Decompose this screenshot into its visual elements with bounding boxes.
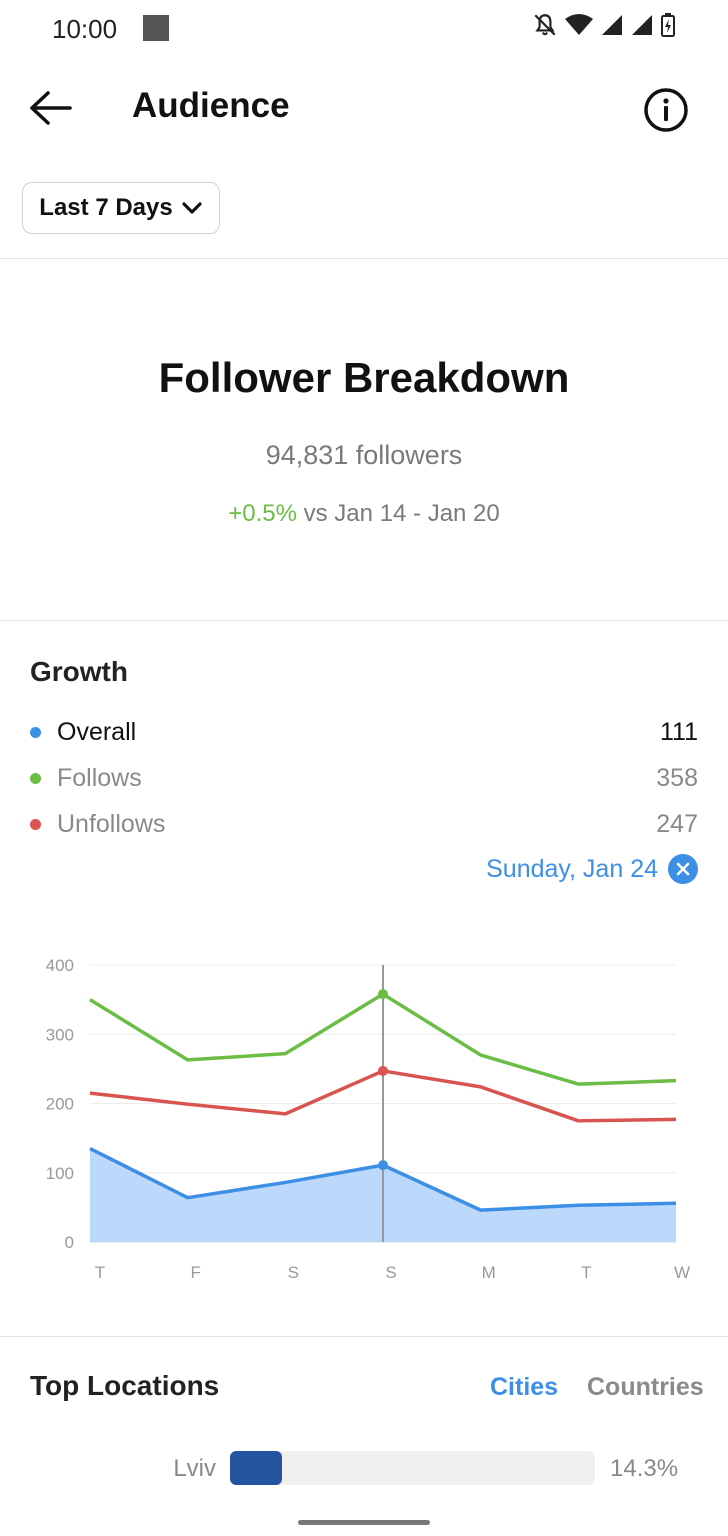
close-icon[interactable]: [668, 854, 698, 884]
x-tick-label: S: [385, 1263, 396, 1282]
x-tick-label: T: [581, 1263, 591, 1282]
change-percent: +0.5%: [228, 500, 297, 527]
divider: [0, 620, 728, 621]
legend-label: Unfollows: [57, 809, 166, 838]
signal-icon: [602, 15, 622, 35]
x-tick-label: F: [190, 1263, 200, 1282]
date-range-dropdown[interactable]: Last 7 Days: [22, 182, 220, 234]
legend-item-overall[interactable]: Overall 111: [30, 714, 698, 750]
y-tick-label: 100: [46, 1164, 74, 1183]
legend-item-follows[interactable]: Follows 358: [30, 760, 698, 796]
y-tick-label: 0: [65, 1233, 74, 1252]
wifi-icon: [565, 14, 593, 35]
location-percent: 14.3%: [610, 1455, 679, 1482]
top-locations-title: Top Locations: [30, 1370, 220, 1401]
selected-date-chip[interactable]: Sunday, Jan 24: [486, 854, 698, 884]
tab-cities[interactable]: Cities: [490, 1373, 559, 1401]
legend-item-unfollows[interactable]: Unfollows 247: [30, 806, 698, 842]
legend-value: 358: [656, 763, 698, 792]
data-point-unfollows: [378, 1065, 388, 1076]
date-range-label: Last 7 Days: [39, 194, 173, 221]
location-bar: [230, 1451, 595, 1485]
selected-date-label: Sunday, Jan 24: [486, 854, 658, 883]
x-icon: [676, 862, 690, 876]
x-tick-label: S: [288, 1263, 299, 1282]
y-tick-label: 300: [46, 1025, 74, 1044]
notification-icon: [143, 15, 169, 41]
legend-dot: [30, 772, 41, 784]
bell-off-icon: [534, 14, 556, 36]
y-tick-label: 400: [46, 956, 74, 975]
status-icons: [532, 12, 676, 38]
divider: [0, 258, 728, 259]
location-bar-fill: [230, 1451, 283, 1485]
back-button[interactable]: [24, 84, 76, 132]
location-label: Lviv: [173, 1455, 216, 1482]
x-tick-label: T: [95, 1263, 105, 1282]
legend-value: 247: [656, 809, 698, 838]
change-period: vs Jan 14 - Jan 20: [296, 500, 500, 527]
legend-value: 111: [659, 717, 698, 746]
info-button[interactable]: [640, 84, 692, 136]
x-tick-label: M: [482, 1263, 496, 1282]
x-tick-label: W: [674, 1263, 690, 1282]
growth-title: Growth: [30, 656, 128, 687]
tab-countries[interactable]: Countries: [587, 1373, 704, 1401]
info-icon: [644, 88, 688, 132]
status-time: 10:00: [52, 14, 118, 44]
breakdown-title: Follower Breakdown: [158, 354, 570, 401]
data-point-follows: [378, 989, 388, 1000]
arrow-left-icon: [30, 91, 72, 125]
legend-label: Follows: [57, 763, 142, 792]
legend-dot: [30, 818, 41, 830]
page-title: Audience: [132, 86, 290, 125]
growth-chart[interactable]: 400 300 200 100 0 T F S S M T W: [0, 940, 728, 1300]
legend-dot: [30, 726, 41, 738]
data-point-overall: [378, 1160, 388, 1171]
y-tick-label: 200: [46, 1095, 74, 1114]
follower-change: +0.5% vs Jan 14 - Jan 20: [0, 500, 728, 528]
battery-charging-icon: [661, 13, 675, 37]
legend-label: Overall: [57, 717, 137, 746]
home-indicator[interactable]: [298, 1520, 430, 1525]
signal-icon-2: [632, 15, 652, 35]
divider: [0, 1336, 728, 1337]
followers-count: 94,831 followers: [265, 440, 463, 470]
chevron-down-icon: [182, 202, 202, 214]
